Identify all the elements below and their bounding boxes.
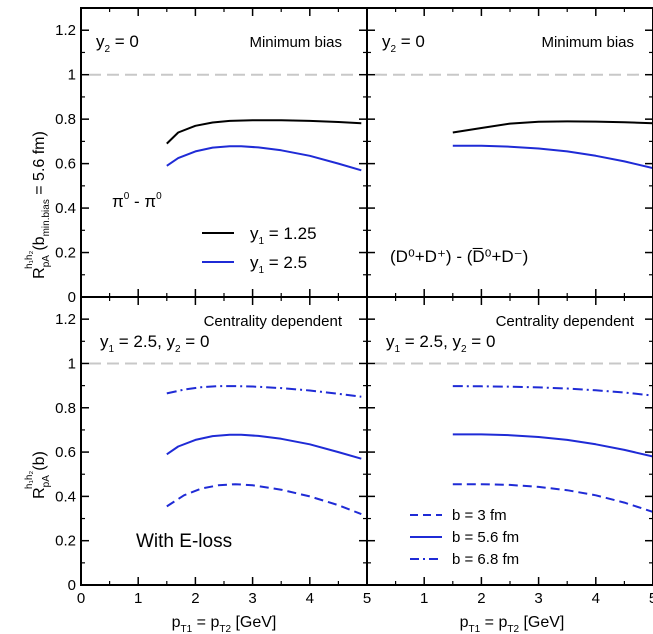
y-axis-title-bottom: RpAh₁h₂(b) bbox=[24, 451, 52, 499]
bottom_right-x-tick-label: 1 bbox=[420, 590, 428, 607]
br-y-label: y1 = 2.5, y2 = 0 bbox=[386, 332, 495, 355]
bottom_left-series-1 bbox=[166, 433, 362, 460]
top_left-y-tick-label: 0.6 bbox=[55, 156, 76, 173]
top_left-y-tick-label: 0.2 bbox=[55, 245, 76, 262]
bottom_right-x-tick-label: 5 bbox=[649, 590, 653, 607]
bottom_right-series-1 bbox=[452, 433, 653, 458]
bottom_left-y-tick-label: 1.2 bbox=[55, 311, 76, 328]
top_left-y-tick-label: 0.8 bbox=[55, 111, 76, 128]
tl-legend-label-2: y1 = 2.5 bbox=[250, 253, 307, 276]
bottom_right-series-2 bbox=[452, 385, 653, 397]
bottom_left-y-tick-label: 0 bbox=[68, 577, 76, 594]
axis-ticks: 0 0.2 0.4 0.6 0.8 1 1.2 0 1 2 3 4 5 0 0.2 0.4 0.6 0.8 1 1.2… bbox=[55, 8, 653, 607]
x-axis-title-left: pT1 = pT2 [GeV] bbox=[172, 614, 277, 634]
top_left-y-tick-label: 1.2 bbox=[55, 22, 76, 39]
top_left-y-tick-label: 0 bbox=[68, 289, 76, 306]
bottom_left-y-tick-label: 0.8 bbox=[55, 400, 76, 417]
tl-y2-label: y2 = 0 bbox=[96, 32, 139, 55]
bl-centrality-label: Centrality dependent bbox=[204, 313, 343, 330]
curves bbox=[166, 119, 653, 516]
y-axis-title-top: RpAh₁h₂(bmin.bias = 5.6 fm) bbox=[24, 131, 52, 279]
tl-minimum-bias-label: Minimum bias bbox=[249, 34, 342, 51]
bottom_left-x-tick-label: 4 bbox=[306, 590, 314, 607]
bottom_left-y-tick-label: 0.4 bbox=[55, 488, 76, 505]
bottom_left-series-0 bbox=[166, 483, 362, 516]
reference-lines bbox=[89, 73, 645, 365]
tl-legend-label-1: y1 = 1.25 bbox=[250, 224, 317, 247]
top_right-series-1 bbox=[452, 144, 653, 170]
bottom_left-y-tick-label: 0.2 bbox=[55, 533, 76, 550]
bottom_left-x-tick-label: 2 bbox=[191, 590, 199, 607]
bottom_left-y-tick-label: 1 bbox=[68, 355, 76, 372]
top_right-series-0 bbox=[452, 120, 653, 134]
top_left-series-1 bbox=[166, 145, 362, 172]
bottom_right-x-tick-label: 4 bbox=[592, 590, 600, 607]
bottom_left-x-tick-label: 1 bbox=[134, 590, 142, 607]
bottom_left-x-tick-label: 0 bbox=[77, 590, 85, 607]
tr-y2-label: y2 = 0 bbox=[382, 32, 425, 55]
bottom_right-x-tick-label: 2 bbox=[477, 590, 485, 607]
br-legend-label-2: b = 5.6 fm bbox=[452, 529, 519, 546]
tl-species-label: π0 - π0 bbox=[112, 191, 162, 211]
br-centrality-label: Centrality dependent bbox=[496, 313, 635, 330]
br-legend-label-3: b = 6.8 fm bbox=[452, 551, 519, 568]
x-axis-title-right: pT1 = pT2 [GeV] bbox=[460, 614, 565, 634]
bl-eloss-label: With E-loss bbox=[136, 531, 232, 552]
br-legend-label-1: b = 3 fm bbox=[452, 507, 507, 524]
top_left-frame bbox=[80, 7, 368, 298]
top_left-y-tick-label: 0.4 bbox=[55, 200, 76, 217]
bl-y-label: y1 = 2.5, y2 = 0 bbox=[100, 332, 209, 355]
bottom_right-x-tick-label: 3 bbox=[534, 590, 542, 607]
tr-minimum-bias-label: Minimum bias bbox=[541, 34, 634, 51]
top_left-series-0 bbox=[166, 119, 362, 145]
bottom_right-series-0 bbox=[452, 483, 653, 513]
bottom_left-y-tick-label: 0.6 bbox=[55, 444, 76, 461]
top_left-y-tick-label: 1 bbox=[68, 67, 76, 84]
bottom_left-series-2 bbox=[166, 385, 362, 398]
bottom_left-x-tick-label: 3 bbox=[248, 590, 256, 607]
tr-species-label: (D⁰+D⁺) - (D̅⁰+D⁻) bbox=[390, 247, 528, 266]
bottom_left-x-tick-label: 5 bbox=[363, 590, 371, 607]
